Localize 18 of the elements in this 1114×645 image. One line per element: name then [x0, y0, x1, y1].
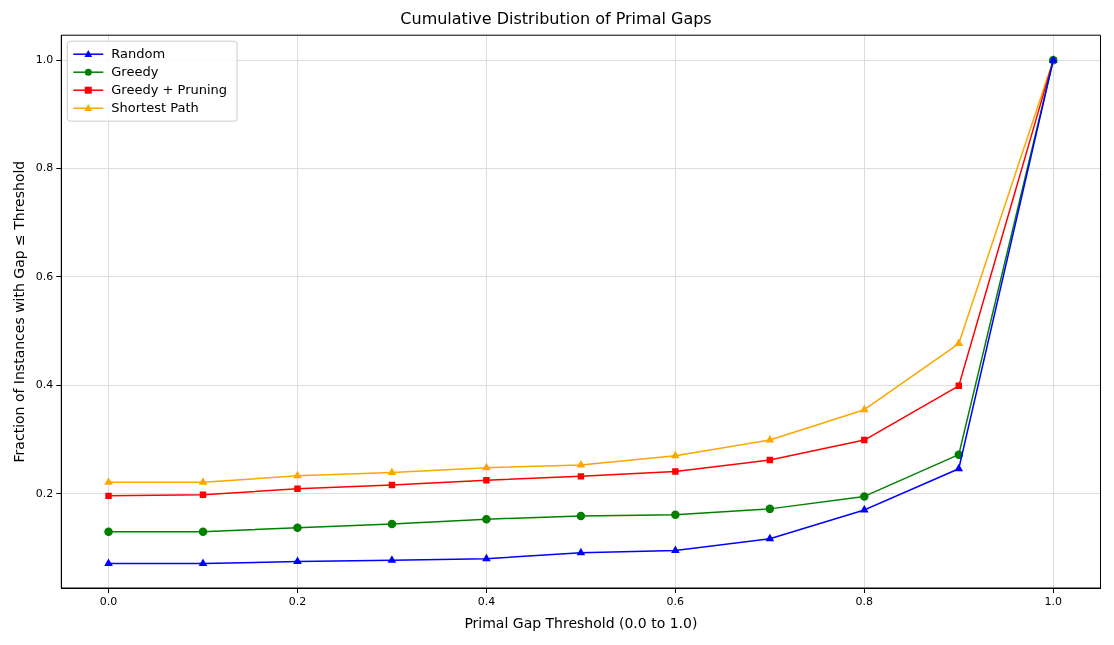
- y-tick-label: 0.6: [35, 269, 54, 283]
- y-axis-title: Fraction of Instances with Gap ≤ Threshold: [11, 160, 28, 463]
- y-tick-label: 1.0: [35, 52, 54, 66]
- x-tick-label: 0.8: [855, 595, 874, 609]
- y-tick-label: 0.4: [35, 378, 54, 392]
- y-tick-label: 0.2: [35, 486, 54, 500]
- legend-label: Greedy: [111, 63, 159, 79]
- legend-label: Greedy + Pruning: [111, 81, 228, 97]
- y-tick-label: 0.8: [35, 161, 54, 175]
- x-tick-label: 0.4: [477, 595, 496, 609]
- x-tick-label: 1.0: [1044, 595, 1063, 609]
- x-axis-title: Primal Gap Threshold (0.0 to 1.0): [464, 615, 698, 632]
- x-tick-label: 0.2: [288, 595, 307, 609]
- x-tick-label: 0.6: [666, 595, 685, 609]
- x-tick-label: 0.0: [99, 595, 118, 609]
- legend-label: Shortest Path: [111, 99, 199, 115]
- legend-label: Random: [111, 45, 166, 61]
- chart-title: Cumulative Distribution of Primal Gaps: [400, 8, 712, 28]
